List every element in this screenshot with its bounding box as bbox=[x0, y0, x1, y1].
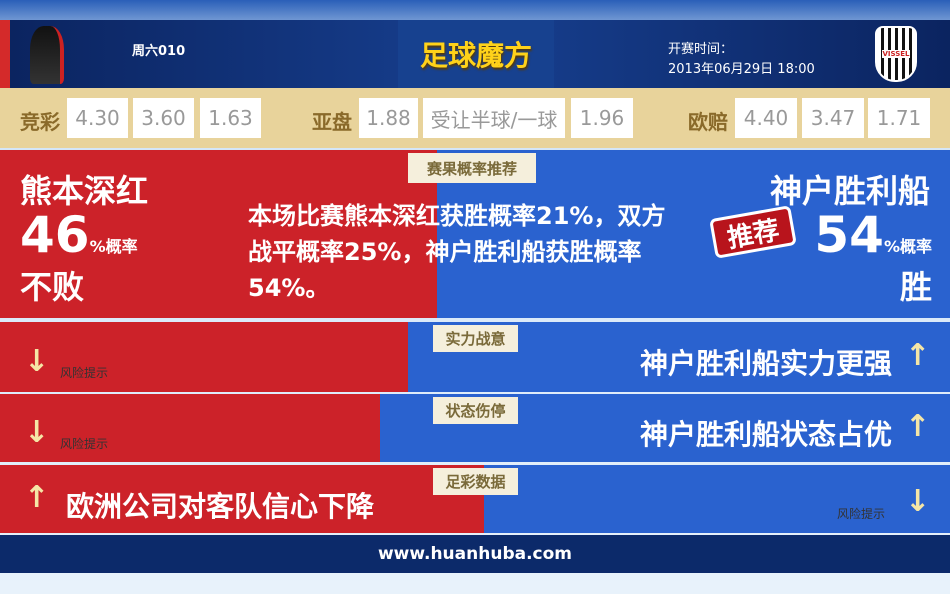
match-number: 周六010 bbox=[132, 44, 186, 59]
away-result: 胜 bbox=[899, 268, 932, 306]
away-team-name: 神户胜利船 bbox=[769, 172, 930, 210]
odds-bar: 竞彩 4.30 3.60 1.63 亚盘 1.88 受让半球/一球 1.96 欧… bbox=[0, 88, 950, 148]
yapan-label: 亚盘 bbox=[312, 110, 352, 134]
kickoff-time: 2013年06月29日 18:00 bbox=[668, 62, 815, 77]
footer-url: www.huanhuba.com bbox=[0, 535, 950, 573]
arrow-up-icon: ↑ bbox=[24, 480, 50, 515]
away-logo-text: VISSEL bbox=[882, 50, 910, 58]
yapan-handicap: 受让半球/一球 bbox=[423, 98, 565, 138]
form-label: 状态伤停 bbox=[433, 397, 518, 424]
away-team-logo: VISSEL bbox=[875, 26, 917, 82]
arrow-down-icon: ↓ bbox=[905, 484, 931, 519]
lottery-away-panel bbox=[484, 465, 950, 533]
home-team-name: 熊本深红 bbox=[20, 172, 149, 210]
arrow-up-icon: ↑ bbox=[905, 409, 931, 444]
lottery-text: 欧洲公司对客队信心下降 bbox=[66, 490, 375, 523]
ouzhou-label: 欧赔 bbox=[688, 110, 728, 134]
ouzhou-odd: 1.71 bbox=[868, 98, 930, 138]
risk-hint: 风险提示 bbox=[60, 366, 109, 380]
ouzhou-odd: 3.47 bbox=[802, 98, 864, 138]
kickoff-label: 开赛时间： bbox=[668, 42, 734, 57]
lottery-home-panel bbox=[0, 465, 484, 533]
ouzhou-odd: 4.40 bbox=[735, 98, 797, 138]
risk-hint: 风险提示 bbox=[837, 507, 886, 521]
form-home-panel bbox=[0, 394, 380, 462]
jingcai-label: 竞彩 bbox=[20, 110, 60, 134]
risk-hint: 风险提示 bbox=[60, 437, 109, 451]
strength-home-panel bbox=[0, 322, 408, 392]
away-pct-value: 54 bbox=[814, 206, 884, 264]
form-text: 神户胜利船状态占优 bbox=[639, 418, 892, 451]
arrow-down-icon: ↓ bbox=[24, 415, 50, 450]
yapan-odd: 1.88 bbox=[359, 98, 418, 138]
pct-suffix: %概率 bbox=[883, 237, 932, 256]
arrow-down-icon: ↓ bbox=[24, 344, 50, 379]
jingcai-odd: 1.63 bbox=[200, 98, 261, 138]
away-percent: 54%概率 bbox=[814, 205, 932, 277]
pct-suffix: %概率 bbox=[89, 237, 138, 256]
home-pct-value: 46 bbox=[20, 206, 90, 264]
home-team-logo bbox=[30, 26, 64, 84]
prediction-label: 赛果概率推荐 bbox=[408, 153, 536, 183]
home-percent: 46%概率 bbox=[20, 205, 138, 277]
home-prediction-panel bbox=[0, 150, 437, 318]
jingcai-odd: 3.60 bbox=[133, 98, 194, 138]
jingcai-odd: 4.30 bbox=[67, 98, 128, 138]
yapan-odd: 1.96 bbox=[571, 98, 633, 138]
strength-label: 实力战意 bbox=[433, 325, 518, 352]
lottery-label: 足彩数据 bbox=[433, 468, 518, 495]
brand-logo: 足球魔方 bbox=[398, 20, 554, 88]
strength-text: 神户胜利船实力更强 bbox=[639, 347, 892, 380]
arrow-up-icon: ↑ bbox=[905, 338, 931, 373]
prediction-summary: 本场比赛熊本深红获胜概率21%，双方战平概率25%，神户胜利船获胜概率54%。 bbox=[248, 202, 666, 302]
home-result: 不败 bbox=[20, 268, 85, 306]
